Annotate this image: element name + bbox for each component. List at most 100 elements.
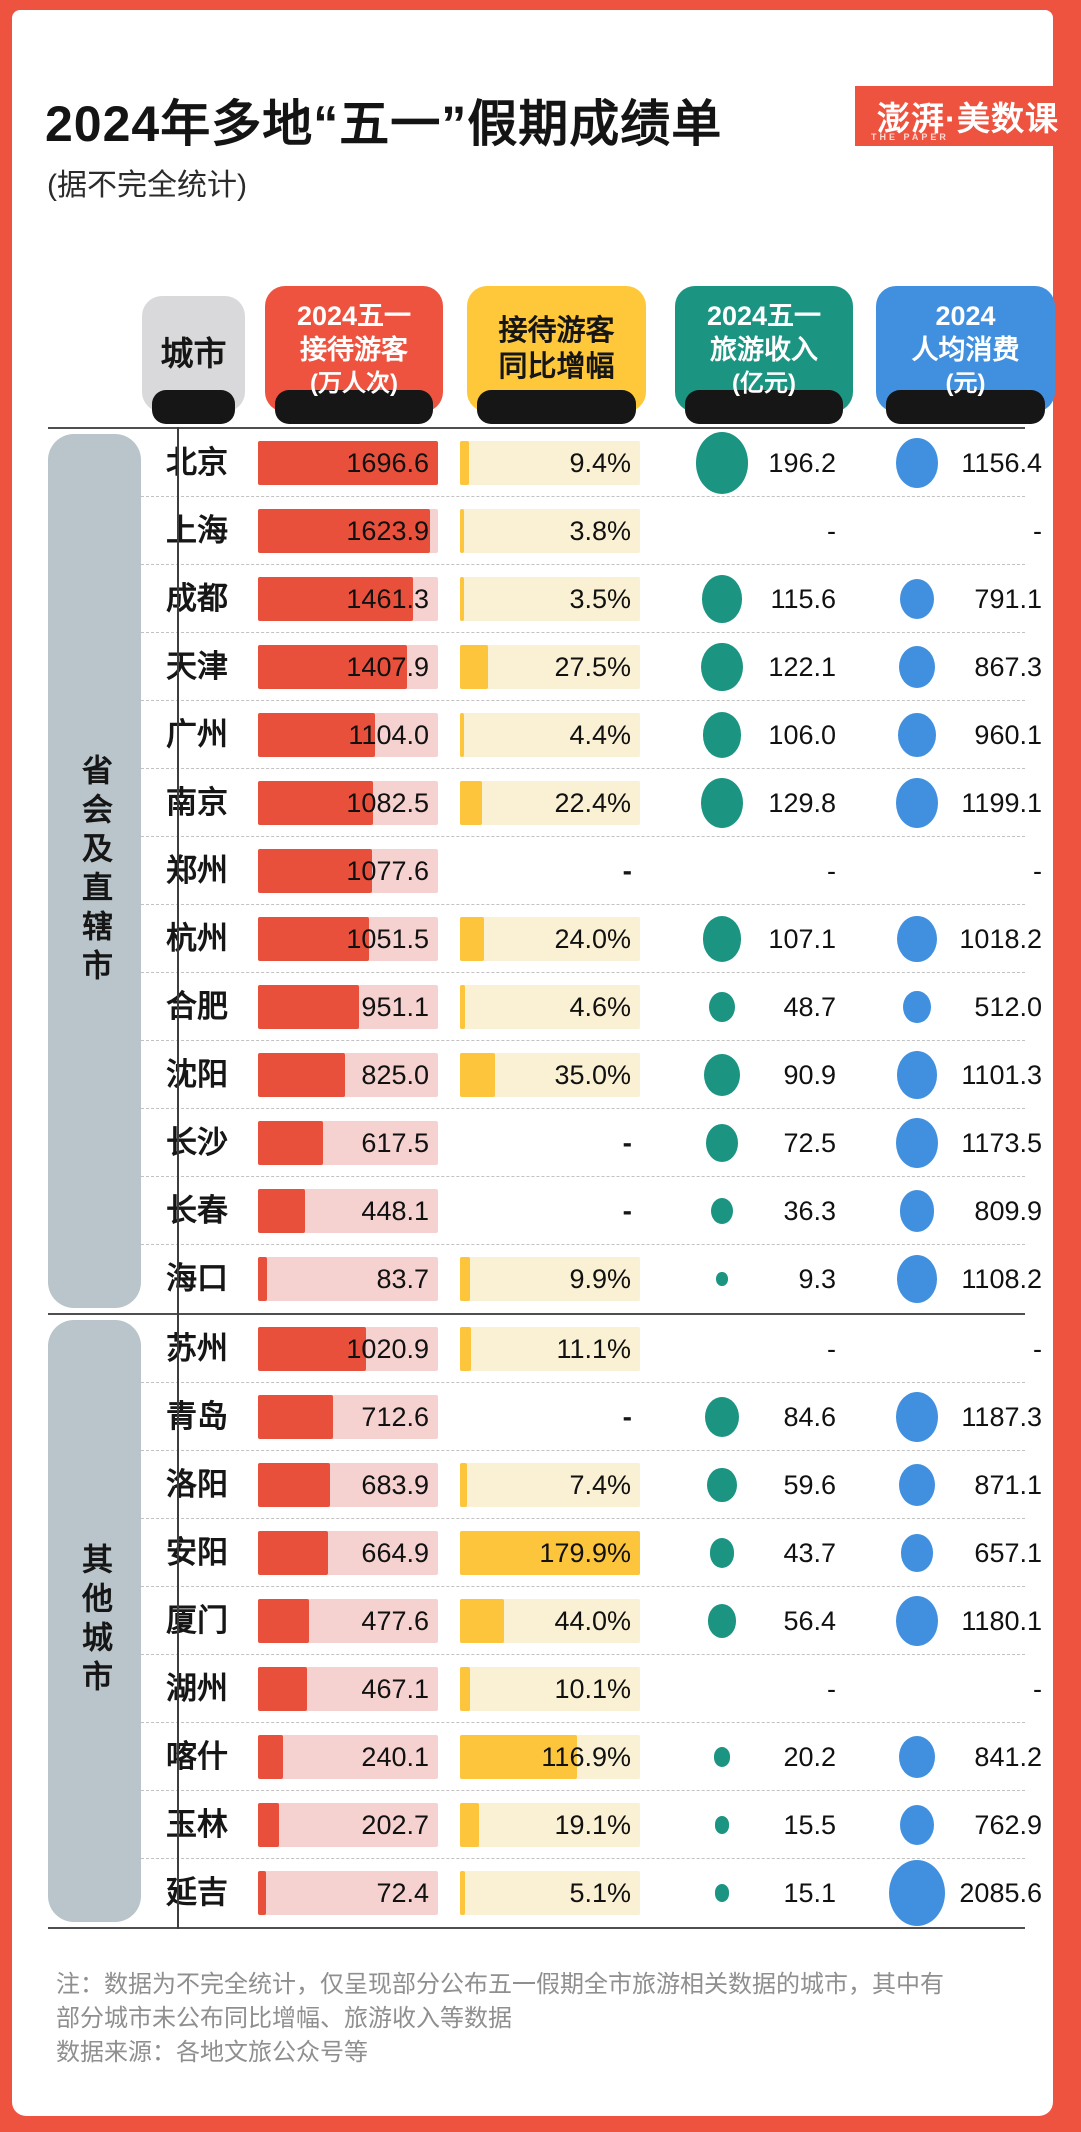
visitors-bar-fill: [258, 1463, 331, 1507]
table-row: 玉林 202.7 19.1% 15.5 762.9: [141, 1791, 1042, 1859]
per-capita-circle: [899, 578, 935, 620]
visitors-bar-fill: [258, 1667, 308, 1711]
revenue-value: 9.3: [798, 1264, 836, 1294]
table-row: 湖州 467.1 10.1% - -: [141, 1655, 1042, 1723]
growth-bar: 9.4%: [460, 441, 640, 485]
column-header-line: 旅游收入: [710, 334, 818, 365]
publisher-logo: 澎湃·美数课 THE PAPER: [855, 86, 1081, 146]
per-capita-circle: [896, 1051, 938, 1099]
table-row: 安阳 664.9 179.9% 43.7 657.1: [141, 1519, 1042, 1587]
table-row: 广州 1104.0 4.4% 106.0 960.1: [141, 701, 1042, 769]
growth-value: 7.4%: [569, 1470, 631, 1500]
page-subtitle: (据不完全统计): [47, 169, 247, 202]
table-row: 厦门 477.6 44.0% 56.4 1180.1: [141, 1587, 1042, 1655]
visitors-value: 72.4: [376, 1878, 429, 1908]
visitors-bar: 683.9: [258, 1463, 438, 1507]
growth-bar-fill: [460, 1327, 472, 1371]
logo-text: 澎湃·美数课: [877, 100, 1059, 137]
visitors-bar-fill: [258, 1327, 367, 1371]
city-label: 沈阳: [166, 1057, 228, 1092]
growth-bar: 4.4%: [460, 713, 640, 757]
visitors-bar: 1020.9: [258, 1327, 438, 1371]
revenue-circle: [714, 1884, 730, 1902]
city-label: 南京: [166, 785, 228, 820]
city-label: 海口: [166, 1261, 228, 1296]
growth-bar: 179.9%: [460, 1531, 640, 1575]
footnote-line: 注：数据为不完全统计，仅呈现部分公布五一假期全市旅游相关数据的城市，其中有: [56, 1971, 944, 1998]
growth-value: 3.8%: [569, 516, 631, 546]
revenue-circle: [705, 1124, 738, 1162]
growth-bar-fill: [460, 917, 484, 961]
city-label: 喀什: [166, 1739, 228, 1774]
per-capita-circle: [895, 1392, 939, 1442]
revenue-missing: -: [827, 1674, 836, 1704]
data-source: 数据来源：各地文旅公众号等: [56, 2039, 368, 2066]
visitors-bar: 1407.9: [258, 645, 438, 689]
visitors-bar: 712.6: [258, 1395, 438, 1439]
column-header-line: 接待游客: [498, 315, 615, 347]
visitors-bar: 83.7: [258, 1257, 438, 1301]
growth-bar: 5.1%: [460, 1871, 640, 1915]
growth-bar: 116.9%: [460, 1735, 640, 1779]
revenue-circle: [695, 432, 749, 494]
revenue-circle: [707, 1604, 737, 1638]
per-capita-value: 762.9: [974, 1810, 1042, 1840]
growth-bar-fill: [460, 577, 464, 621]
per-capita-value: 512.0: [974, 992, 1042, 1022]
per-capita-value: 1173.5: [961, 1128, 1042, 1158]
visitors-bar: 951.1: [258, 985, 438, 1029]
growth-missing: -: [622, 1127, 632, 1158]
city-label: 厦门: [166, 1603, 228, 1638]
per-capita-value: 657.1: [974, 1538, 1042, 1568]
per-capita-circle: [896, 1254, 938, 1304]
city-label: 北京: [166, 445, 228, 480]
revenue-value: 84.6: [783, 1402, 836, 1432]
visitors-value: 1082.5: [346, 788, 429, 818]
table-row: 上海 1623.9 3.8% - -: [141, 497, 1042, 565]
growth-bar-fill: [460, 1257, 470, 1301]
growth-bar-fill: [460, 645, 488, 689]
growth-bar: 19.1%: [460, 1803, 640, 1847]
growth-bar-fill: [460, 1599, 505, 1643]
visitors-bar: 1082.5: [258, 781, 438, 825]
growth-bar: 11.1%: [460, 1327, 640, 1371]
visitors-value: 1077.6: [346, 856, 429, 886]
revenue-circle: [708, 991, 736, 1023]
per-capita-value: 867.3: [974, 652, 1042, 682]
visitors-value: 1104.0: [348, 720, 429, 750]
city-label: 玉林: [166, 1807, 228, 1842]
visitors-bar: 1623.9: [258, 509, 438, 553]
table-row: 天津 1407.9 27.5% 122.1 867.3: [141, 633, 1042, 701]
visitors-bar: 664.9: [258, 1531, 438, 1575]
visitors-value: 825.0: [361, 1060, 429, 1090]
visitors-value: 1461.3: [346, 584, 429, 614]
visitors-bar-fill: [258, 1395, 334, 1439]
revenue-circle: [702, 712, 742, 758]
visitors-bar: 1051.5: [258, 917, 438, 961]
per-capita-value: 841.2: [974, 1742, 1042, 1772]
city-label: 天津: [166, 649, 228, 684]
growth-value: 27.5%: [554, 652, 631, 682]
per-capita-circle: [903, 990, 931, 1024]
growth-bar-fill: [460, 441, 470, 485]
column-header-per-capita: 2024 人均消费 (元): [876, 286, 1055, 424]
per-capita-value: 1018.2: [959, 924, 1042, 954]
growth-bar-fill: [460, 985, 465, 1029]
per-capita-missing: -: [1033, 516, 1042, 546]
revenue-value: 107.1: [768, 924, 836, 954]
city-label: 苏州: [166, 1331, 228, 1366]
visitors-value: 83.7: [376, 1264, 429, 1294]
visitors-value: 1696.6: [346, 448, 429, 478]
growth-bar: 35.0%: [460, 1053, 640, 1097]
poster-card: 2024年多地“五一”假期成绩单 (据不完全统计) 城市 2024五一 接待游客…: [12, 10, 1055, 2116]
visitors-bar: 1077.6: [258, 849, 438, 893]
revenue-circle: [700, 777, 744, 829]
column-header-growth: 接待游客 同比增幅: [467, 286, 646, 424]
growth-value: 10.1%: [554, 1674, 631, 1704]
column-header-line: 人均消费: [911, 334, 1020, 365]
revenue-value: 56.4: [783, 1606, 836, 1636]
revenue-missing: -: [827, 856, 836, 886]
growth-bar: 24.0%: [460, 917, 640, 961]
growth-value: 4.6%: [569, 992, 631, 1022]
